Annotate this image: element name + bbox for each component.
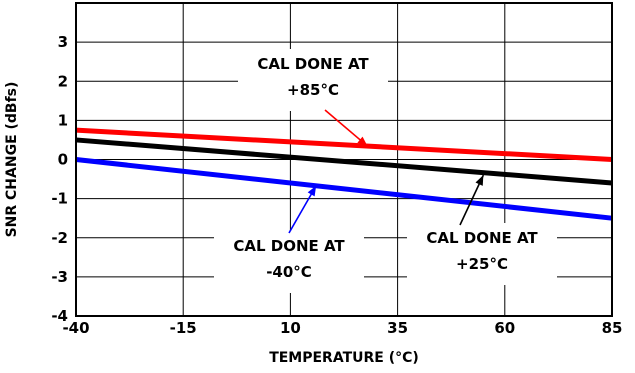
y-tick-label: 2 [58,72,68,90]
y-tick-label: -3 [51,268,68,286]
annotation-label: +25°C [456,255,508,273]
x-tick-label: 60 [494,319,515,337]
y-tick-label: -2 [51,229,68,247]
y-tick-label: 0 [58,151,68,169]
series-line-1 [75,127,613,162]
annotation-label: +85°C [287,81,339,99]
x-axis-label: TEMPERATURE (°C) [269,350,419,366]
x-tick-labels: -40 -15 10 35 60 85 [62,319,622,337]
annotation-box [214,231,364,293]
annotation-arrowhead [307,185,317,197]
annotation-label: CAL DONE AT [426,229,538,247]
x-tick-label: -40 [62,319,89,337]
y-tick-label: 3 [58,33,68,51]
y-tick-label: 1 [58,111,68,129]
x-tick-label: 35 [387,319,408,337]
y-tick-label: -4 [51,307,68,325]
x-tick-label: 85 [602,319,623,337]
y-tick-label: -1 [51,190,68,208]
annotation-label: -40°C [266,263,312,281]
series-layer [75,127,613,221]
plot-frame [75,2,613,317]
annotation-arrowhead [357,136,368,147]
annotation-box [407,223,557,285]
series-line-2 [75,137,613,186]
annotation-box [238,49,388,111]
annotation-label: CAL DONE AT [257,55,369,73]
annotation-label: CAL DONE AT [233,237,345,255]
series-line-3 [75,157,613,221]
x-tick-label: 10 [280,319,301,337]
annotations-layer: CAL DONE AT +85°C CAL DONE AT -40°C CAL DONE… [214,49,557,293]
y-tick-labels: -4 -3 -2 -1 0 1 2 3 [51,33,68,325]
x-tick-label: -15 [170,319,197,337]
annotation-arrowhead [475,175,484,186]
y-axis-label: SNR CHANGE (dBfs) [4,82,20,238]
